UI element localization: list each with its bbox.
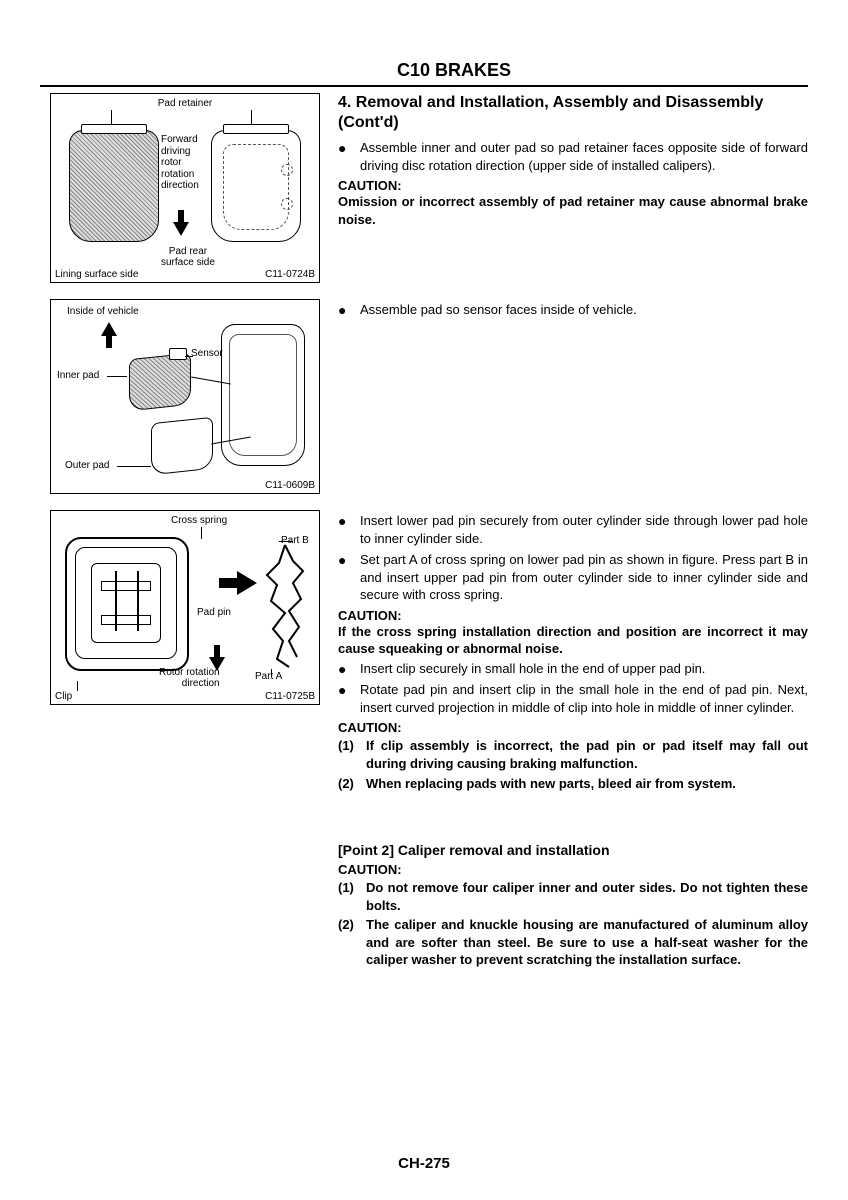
bullet-1-text: Assemble inner and outer pad so pad reta…	[360, 139, 808, 174]
fig2-outer-pad-label: Outer pad	[65, 460, 109, 471]
bullet-4-text: Set part A of cross spring on lower pad …	[360, 551, 808, 604]
bullet-2: ● Assemble pad so sensor faces inside of…	[338, 301, 808, 319]
fig2-outer-pad	[151, 417, 213, 476]
chapter-title: C10 BRAKES	[100, 60, 808, 81]
fig2-arrow-up-icon	[101, 322, 117, 336]
row-3: Cross spring Part B	[40, 510, 808, 971]
fig3-pad-pin-label: Pad pin	[197, 607, 231, 618]
text-block-3: ● Insert lower pad pin securely from out…	[338, 510, 808, 971]
fig1-retainer-right	[223, 124, 289, 134]
row-2: Inside of vehicle Inner pad Sensor Outer…	[40, 299, 808, 502]
fig3-arrow-right-icon	[237, 571, 257, 595]
bullet-icon: ●	[338, 139, 360, 174]
point2-item-2: (2) The caliper and knuckle housing are …	[338, 916, 808, 969]
bullet-icon: ●	[338, 660, 360, 678]
list-number: (2)	[338, 916, 366, 969]
fig3-spring-detail	[259, 541, 311, 671]
fig2-inside-label: Inside of vehicle	[67, 306, 139, 317]
list-number: (2)	[338, 775, 366, 793]
fig3-rotor-label: Rotor rotation direction	[159, 667, 220, 689]
point2-caution-label: CAUTION:	[338, 862, 808, 877]
caution-label-3: CAUTION:	[338, 720, 808, 735]
point2-item-1: (1) Do not remove four caliper inner and…	[338, 879, 808, 914]
caution3-item-1-text: If clip assembly is incorrect, the pad p…	[366, 737, 808, 772]
page: C10 BRAKES Pad retainer Forward driving …	[0, 0, 848, 1200]
text-block-1: 4. Removal and Installation, Assembly an…	[338, 93, 808, 228]
fig2-inner-pad-label: Inner pad	[57, 370, 99, 381]
bullet-5: ● Insert clip securely in small hole in …	[338, 660, 808, 678]
fig1-lining-label: Lining surface side	[55, 269, 138, 280]
fig3-cross-spring-label: Cross spring	[171, 515, 227, 526]
fig1-arrow-down-icon	[173, 222, 189, 236]
fig3-clip-label: Clip	[55, 691, 72, 702]
bullet-1: ● Assemble inner and outer pad so pad re…	[338, 139, 808, 174]
bullet-3-text: Insert lower pad pin securely from outer…	[360, 512, 808, 547]
section-4-heading: 4. Removal and Installation, Assembly an…	[338, 93, 808, 133]
caution3-item-2-text: When replacing pads with new parts, blee…	[366, 775, 736, 793]
fig1-retainer-left	[81, 124, 147, 134]
point2-item-1-text: Do not remove four caliper inner and out…	[366, 879, 808, 914]
caution-label-1: CAUTION:	[338, 178, 808, 193]
bullet-icon: ●	[338, 681, 360, 716]
fig1-pad-rear-label: Pad rear surface side	[161, 246, 215, 268]
row-1: Pad retainer Forward driving rotor rotat…	[40, 93, 808, 291]
fig3-code: C11-0725B	[265, 691, 315, 702]
header-rule	[40, 85, 808, 87]
fig2-sensor	[169, 348, 187, 360]
figure-3: Cross spring Part B	[50, 510, 320, 705]
text-block-2: ● Assemble pad so sensor faces inside of…	[338, 299, 808, 323]
caution-text-1: Omission or incorrect assembly of pad re…	[338, 193, 808, 228]
bullet-icon: ●	[338, 512, 360, 547]
figure-column-3: Cross spring Part B	[40, 510, 320, 713]
caution-label-2: CAUTION:	[338, 608, 808, 623]
bullet-4: ● Set part A of cross spring on lower pa…	[338, 551, 808, 604]
list-number: (1)	[338, 879, 366, 914]
fig1-forward-label: Forward driving rotor rotation direction	[161, 134, 199, 192]
bullet-6-text: Rotate pad pin and insert clip in the sm…	[360, 681, 808, 716]
bullet-icon: ●	[338, 301, 360, 319]
fig3-part-a-label: Part A	[255, 671, 282, 682]
bullet-6: ● Rotate pad pin and insert clip in the …	[338, 681, 808, 716]
fig1-left-pad	[69, 130, 159, 242]
caution-text-2: If the cross spring installation directi…	[338, 623, 808, 658]
figure-column-1: Pad retainer Forward driving rotor rotat…	[40, 93, 320, 291]
fig1-pad-retainer-label: Pad retainer	[51, 98, 319, 109]
bullet-2-text: Assemble pad so sensor faces inside of v…	[360, 301, 808, 319]
bullet-icon: ●	[338, 551, 360, 604]
point-2-heading: [Point 2] Caliper removal and installati…	[338, 842, 808, 858]
figure-1: Pad retainer Forward driving rotor rotat…	[50, 93, 320, 283]
caution3-item-1: (1) If clip assembly is incorrect, the p…	[338, 737, 808, 772]
bullet-3: ● Insert lower pad pin securely from out…	[338, 512, 808, 547]
figure-column-2: Inside of vehicle Inner pad Sensor Outer…	[40, 299, 320, 502]
fig2-code: C11-0609B	[265, 480, 315, 491]
point2-item-2-text: The caliper and knuckle housing are manu…	[366, 916, 808, 969]
fig1-right-pad-dash	[223, 144, 289, 230]
page-number: CH-275	[0, 1155, 848, 1172]
fig2-inner-pad	[129, 353, 191, 412]
caution3-item-2: (2) When replacing pads with new parts, …	[338, 775, 808, 793]
fig2-sensor-label: Sensor	[191, 348, 223, 359]
list-number: (1)	[338, 737, 366, 772]
bullet-5-text: Insert clip securely in small hole in th…	[360, 660, 808, 678]
fig1-code: C11-0724B	[265, 269, 315, 280]
figure-2: Inside of vehicle Inner pad Sensor Outer…	[50, 299, 320, 494]
